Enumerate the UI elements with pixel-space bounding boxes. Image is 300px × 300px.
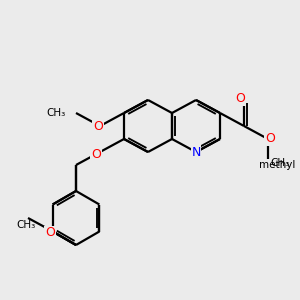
- Text: CH₃: CH₃: [47, 108, 66, 118]
- Text: N: N: [191, 146, 201, 158]
- Text: CH₃: CH₃: [270, 158, 289, 168]
- Text: O: O: [235, 92, 245, 106]
- Text: methyl: methyl: [259, 160, 295, 170]
- Text: O: O: [45, 226, 55, 239]
- Text: O: O: [91, 148, 101, 160]
- Text: CH₃: CH₃: [16, 220, 36, 230]
- Text: O: O: [265, 133, 275, 146]
- Text: O: O: [93, 119, 103, 133]
